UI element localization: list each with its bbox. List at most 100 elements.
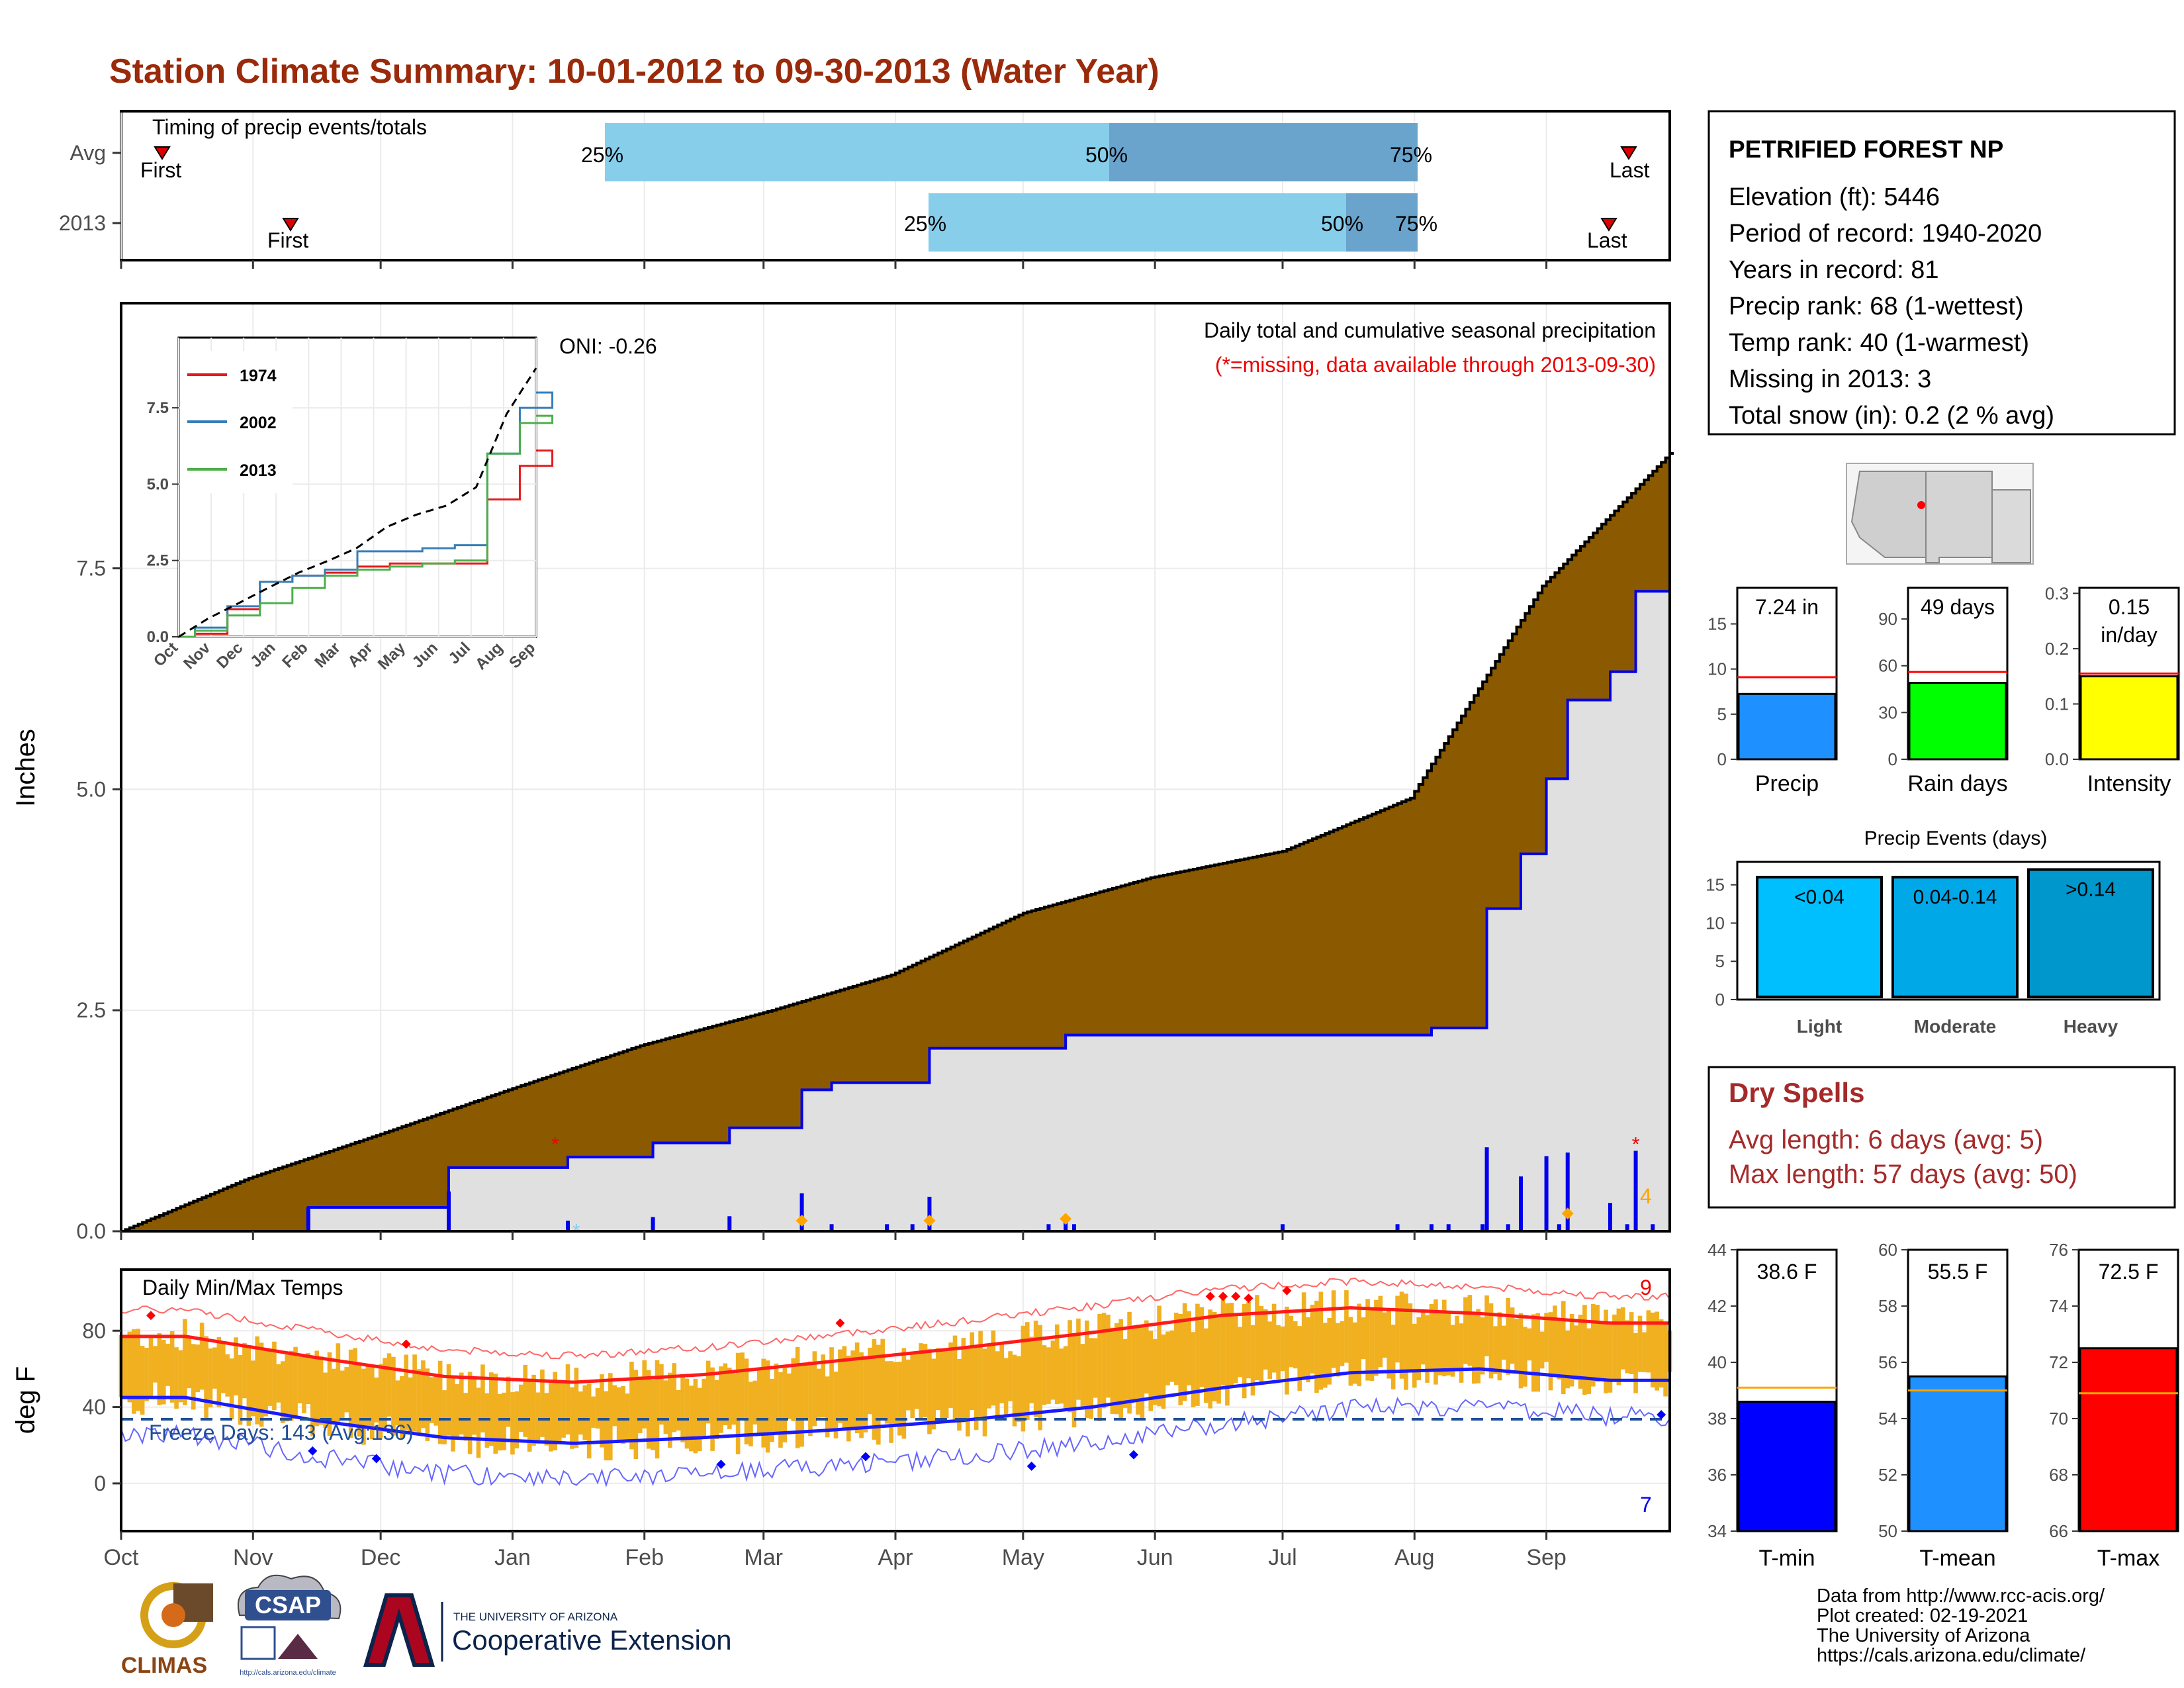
daily-temp-bar: [161, 1340, 166, 1405]
daily-temp-bar: [1029, 1336, 1034, 1403]
daily-temp-bar: [1510, 1307, 1515, 1364]
daily-temp-bar: [1050, 1340, 1056, 1400]
legend-label-2013: 2013: [240, 461, 277, 480]
daily-temp-bar: [1399, 1291, 1404, 1379]
timing-row-avg: Avg: [69, 141, 106, 165]
daily-temp-bar: [901, 1348, 907, 1439]
daily-temp-bar: [412, 1354, 417, 1432]
inset-y-ticks: 0.0 2.5 5.0 7.5: [147, 399, 179, 646]
daily-temp-bar: [991, 1330, 996, 1406]
summary-tick-label: 15: [1707, 614, 1727, 634]
inset-y-tick-label-0: 0.0: [147, 628, 169, 646]
timing-avg-last-label: Last: [1610, 158, 1650, 182]
daily-temp-bar: [1518, 1313, 1524, 1389]
daily-temp-bar: [808, 1361, 813, 1436]
daily-temp-bar: [506, 1376, 511, 1427]
month-label-feb: Feb: [625, 1545, 664, 1570]
daily-temp-bar: [791, 1358, 796, 1421]
daily-temp-bar: [608, 1373, 613, 1461]
temp-record-marker: [1282, 1286, 1292, 1295]
daily-temp-bar: [1216, 1314, 1221, 1404]
daily-temp-bar: [970, 1332, 975, 1411]
daily-temp-bar: [1527, 1328, 1532, 1361]
daily-temp-bar: [306, 1352, 311, 1405]
daily-temp-bar: [1501, 1325, 1506, 1360]
timing-avg-first-marker: [154, 146, 171, 160]
daily-temp-bar: [455, 1384, 460, 1440]
daily-temp-bar: [250, 1360, 255, 1417]
daily-temp-bar: [1539, 1331, 1545, 1369]
daily-temp-bar: [1033, 1321, 1038, 1417]
station-snow: Total snow (in): 0.2 (2 % avg): [1729, 402, 2054, 430]
temp-summary-fill: [1908, 1375, 2007, 1532]
locator-map: [1846, 463, 2034, 565]
daily-temp-bar: [774, 1363, 779, 1435]
temp-y-tick-label-2: 80: [82, 1319, 106, 1342]
daily-temp-bar: [1659, 1319, 1664, 1387]
timing-2013-p75: 75%: [1395, 212, 1437, 236]
daily-temp-bar: [399, 1376, 404, 1439]
month-label-sep: Sep: [1526, 1545, 1567, 1570]
temp-summary-tick-label: 44: [1707, 1240, 1727, 1260]
precip-events-chart: Precip Events (days) 0 5 10 15 <0.04 Light 0.0…: [1706, 827, 2161, 1037]
summary-bar-fill: [2079, 675, 2179, 761]
timing-2013-p50: 50%: [1321, 212, 1363, 236]
daily-temp-bar: [1097, 1313, 1102, 1421]
dry-spells-max: Max length: 57 days (avg: 50): [1729, 1160, 2077, 1189]
daily-temp-bar: [923, 1344, 928, 1417]
daily-temp-bar: [1229, 1303, 1234, 1387]
daily-temp-bar: [1471, 1314, 1477, 1384]
timing-2013-first-label: First: [267, 228, 308, 252]
station-name: PETRIFIED FOREST NP: [1729, 136, 2003, 163]
daily-temp-bar: [183, 1319, 187, 1405]
cumulative-2013-line: [121, 590, 1670, 1233]
temp-record-marker: [1657, 1410, 1666, 1420]
daily-temp-bar: [1390, 1325, 1396, 1389]
cumulative-2013-area: [121, 591, 1670, 1231]
daily-temp-bar: [204, 1336, 208, 1419]
temp-record-marker: [1244, 1293, 1253, 1303]
daily-temp-bar: [1285, 1306, 1289, 1395]
daily-temp-bar: [1467, 1295, 1473, 1366]
daily-temp-bar: [404, 1354, 409, 1430]
summary-bar-label: Precip: [1755, 771, 1819, 796]
daily-temp-bar: [225, 1354, 230, 1397]
temperature-x-ticks: Oct Nov Dec Jan Feb Mar Apr May Jun Jul Aug Sep: [104, 1531, 1567, 1570]
daily-temp-bar: [1408, 1303, 1413, 1373]
daily-temp-bar: [591, 1396, 596, 1428]
daily-temp-bar: [1650, 1312, 1655, 1387]
temp-summary-tick-label: 66: [2049, 1521, 2068, 1541]
daily-precip-bar: [1519, 1176, 1523, 1231]
temp-summary-fill: [2079, 1347, 2178, 1532]
summary-tick-label: 10: [1707, 659, 1727, 679]
station-years: Years in record: 81: [1729, 256, 1939, 284]
timing-avg-p25: 25%: [581, 143, 623, 167]
daily-temp-bar: [255, 1336, 260, 1425]
daily-temp-bar: [1152, 1338, 1158, 1405]
daily-temp-bar: [1212, 1311, 1217, 1401]
timing-avg-p50: 50%: [1085, 143, 1128, 167]
daily-precip-bar: [1430, 1224, 1433, 1231]
daily-precip-bar: [885, 1224, 889, 1231]
daily-precip-bar: [1395, 1224, 1400, 1231]
precip-caption: Daily total and cumulative seasonal prec…: [1204, 318, 1656, 342]
summary-bar-rain-days: 49 days Rain days 0 30 60 90: [1878, 586, 2009, 796]
texas-shape: [1991, 489, 2031, 563]
daily-precip-bar: [1625, 1224, 1629, 1231]
temp-summary-label: T-max: [2097, 1546, 2160, 1571]
daily-temp-bar: [1173, 1312, 1179, 1385]
daily-precip-bar: [910, 1224, 915, 1231]
daily-precip-bar: [1565, 1152, 1570, 1231]
temp-summary-tick-label: 60: [1878, 1240, 1897, 1260]
daily-temp-bar: [884, 1361, 889, 1424]
csap-label-bg: [245, 1590, 331, 1620]
daily-temp-bar: [1663, 1322, 1668, 1397]
station-elevation: Elevation (ft): 5446: [1729, 183, 1940, 211]
daily-temp-bar: [854, 1342, 860, 1434]
daily-temp-bar: [374, 1377, 379, 1423]
daily-temp-bar: [557, 1382, 562, 1443]
summary-bar-value: 7.24 in: [1755, 595, 1819, 619]
daily-temp-bar: [919, 1343, 923, 1419]
daily-precip-bars: [306, 1147, 1655, 1231]
